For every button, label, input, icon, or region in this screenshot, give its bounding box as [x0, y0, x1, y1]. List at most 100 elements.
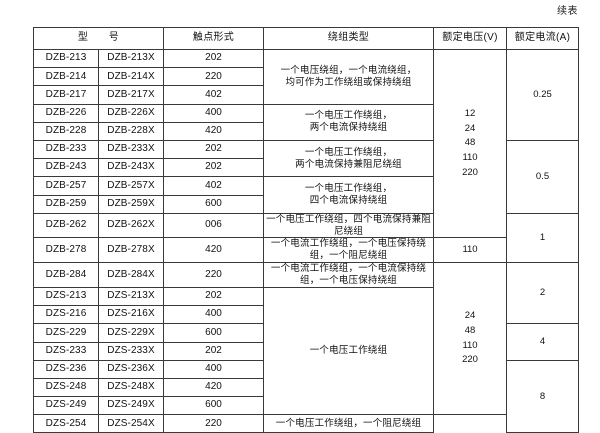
model-code-primary: DZB-262 — [33, 212, 99, 239]
winding-line-2: 两个电流保持兼阻尼绕组 — [295, 158, 402, 170]
model-code-primary: DZB-257 — [33, 176, 99, 196]
model-code-primary: DZS-213 — [33, 286, 99, 307]
contact-form-value: 400 — [163, 359, 265, 379]
model-code-secondary: DZB-257X — [97, 176, 165, 196]
model-code-secondary: DZB-213X — [97, 48, 165, 69]
model-code-primary: DZS-254 — [33, 414, 99, 433]
relay-specification-table: 型 号 触点形式 绕组类型 额定电压(V) 额定电流(A) DZB-213 DZ… — [32, 27, 580, 433]
contact-form-value: 600 — [163, 194, 265, 214]
contact-form-value: 400 — [163, 103, 265, 123]
rated-current-025: 0.25 — [506, 49, 580, 141]
model-code-primary: DZS-216 — [33, 305, 99, 325]
contact-form-value: 202 — [163, 139, 265, 160]
model-code-primary: DZB-226 — [33, 103, 99, 123]
model-code-secondary: DZB-233X — [97, 139, 165, 160]
table-row: DZB-257 DZB-257X 402 一个电压工作绕组， 四个电流保持绕组 — [33, 176, 579, 214]
voltage-value: 24 — [464, 122, 476, 134]
contact-form-value: 400 — [163, 305, 265, 325]
table-row: DZB-233 DZB-233X 202 一个电压工作绕组， 两个电流保持兼阻尼… — [33, 139, 580, 214]
winding-line-2: 四个电流保持绕组 — [309, 195, 388, 206]
rated-voltage-278: 110 — [433, 237, 508, 264]
winding-type-wide-278: 一个电流工作绕组，一个电压保持绕组，一个阻尼绕组 — [263, 237, 435, 264]
model-code-primary: DZS-233 — [33, 341, 99, 361]
model-code-primary: DZS-249 — [33, 396, 99, 416]
contact-form-value: 402 — [163, 176, 265, 196]
model-code-secondary: DZS-233X — [97, 341, 165, 361]
model-code-secondary: DZS-216X — [97, 305, 165, 325]
rated-voltage-group-top: 12 24 48 110 220 — [433, 48, 508, 239]
header-rated-voltage: 额定电压(V) — [433, 27, 508, 50]
page-root: 续表 型 号 触点形式 绕组类型 额定电压(V) 额定电流(A) — [32, 6, 580, 433]
continued-table-label: 续表 — [557, 6, 578, 17]
model-code-secondary: DZB-214X — [97, 67, 165, 87]
model-code-primary: DZB-228 — [33, 121, 99, 141]
model-code-secondary: DZB-278X — [97, 237, 165, 264]
rated-current-2: 2 — [506, 262, 580, 325]
model-code-primary: DZB-278 — [33, 237, 99, 264]
model-code-primary: DZB-259 — [33, 194, 99, 214]
table-row: DZB-284 DZB-284X 220 一个电流工作绕组，一个电流保持绕组，一… — [33, 262, 580, 416]
table-row: DZB-243 DZB-243X 202 — [33, 158, 579, 178]
model-code-secondary: DZB-226X — [97, 103, 165, 123]
model-code-primary: DZS-248 — [33, 377, 99, 398]
contact-form-value: 202 — [163, 341, 265, 361]
contact-form-value: 202 — [163, 286, 265, 307]
model-code-primary: DZB-284 — [33, 262, 99, 288]
winding-type-group-4: 一个电压工作绕组， 四个电流保持绕组 — [263, 176, 435, 214]
table-row: DZS-233 DZS-233X 202 — [33, 341, 579, 361]
model-code-secondary: DZS-254X — [97, 414, 165, 433]
rated-current-1: 1 — [506, 212, 580, 264]
model-code-secondary: DZS-236X — [97, 359, 165, 379]
contact-form-value: 402 — [163, 85, 265, 105]
voltage-value: 220 — [462, 166, 478, 178]
contact-form-value: 202 — [163, 158, 265, 178]
model-code-secondary: DZS-248X — [97, 377, 165, 398]
voltage-value: 48 — [464, 137, 476, 149]
winding-type-group-3: 一个电压工作绕组， 两个电流保持兼阻尼绕组 — [263, 139, 435, 178]
winding-type-wide-262: 一个电压工作绕组，四个电流保持兼阻尼绕组 — [263, 212, 435, 239]
model-code-secondary: DZS-213X — [97, 286, 165, 307]
winding-line-1: 一个电压工作绕组， — [304, 146, 393, 158]
rated-current-4: 4 — [506, 323, 580, 361]
table-row: DZB-217 DZB-217X 402 — [33, 85, 579, 105]
model-code-primary: DZS-236 — [33, 359, 99, 379]
header-rated-current: 额定电流(A) — [506, 27, 580, 50]
spec-table-container: 型 号 触点形式 绕组类型 额定电压(V) 额定电流(A) DZB-213 DZ… — [32, 27, 580, 433]
contact-form-value: 220 — [163, 414, 265, 433]
rated-current-05: 0.5 — [506, 139, 580, 214]
model-code-primary: DZB-243 — [33, 158, 99, 178]
voltage-value: 220 — [462, 354, 478, 366]
table-row: DZB-214 DZB-214X 220 — [33, 67, 579, 87]
header-contact-form: 触点形式 — [163, 27, 265, 50]
table-row: DZB-228 DZB-228X 420 — [33, 121, 579, 141]
winding-line-1: 一个电压工作绕组， — [304, 183, 393, 195]
table-row: DZS-229 DZS-229X 600 4 — [33, 323, 580, 361]
contact-form-value: 420 — [163, 377, 265, 398]
table-row: DZS-248 DZS-248X 420 — [33, 377, 579, 398]
winding-line-1: 一个电压工作绕组， — [304, 110, 393, 122]
contact-form-value: 420 — [163, 121, 265, 141]
rated-current-8: 8 — [506, 359, 580, 433]
contact-form-value: 006 — [163, 212, 265, 239]
voltage-value: 110 — [462, 152, 478, 164]
contact-form-value: 202 — [163, 48, 265, 69]
contact-form-value: 600 — [163, 396, 265, 416]
header-winding-type: 绕组类型 — [263, 27, 435, 50]
voltage-value: 48 — [464, 325, 476, 336]
model-code-primary: DZS-229 — [33, 323, 99, 343]
model-code-secondary: DZB-284X — [97, 262, 165, 288]
model-code-primary: DZB-214 — [33, 67, 99, 87]
contact-form-value: 220 — [163, 67, 265, 87]
winding-type-group-1: 一个电压绕组，一个电流绕组， 均可作为工作绕组或保持绕组 — [263, 49, 435, 105]
model-code-primary: DZB-213 — [33, 48, 99, 69]
table-row: DZS-213 DZS-213X 202 一个电压工作绕组 — [33, 286, 579, 416]
model-code-secondary: DZB-217X — [97, 85, 165, 105]
winding-line-2: 两个电流保持绕组 — [309, 122, 388, 134]
table-header-row: 型 号 触点形式 绕组类型 额定电压(V) 额定电流(A) — [32, 27, 580, 50]
model-code-secondary: DZB-259X — [97, 194, 165, 214]
voltage-value: 24 — [464, 310, 476, 322]
table-row: DZB-213 DZB-213X 202 一个电压绕组，一个电流绕组， 均可作为… — [33, 48, 580, 239]
model-code-secondary: DZS-249X — [97, 396, 165, 416]
model-code-secondary: DZB-228X — [97, 121, 165, 141]
table-row: DZB-278 DZB-278X 420 一个电流工作绕组，一个电压保持绕组，一… — [33, 237, 579, 264]
